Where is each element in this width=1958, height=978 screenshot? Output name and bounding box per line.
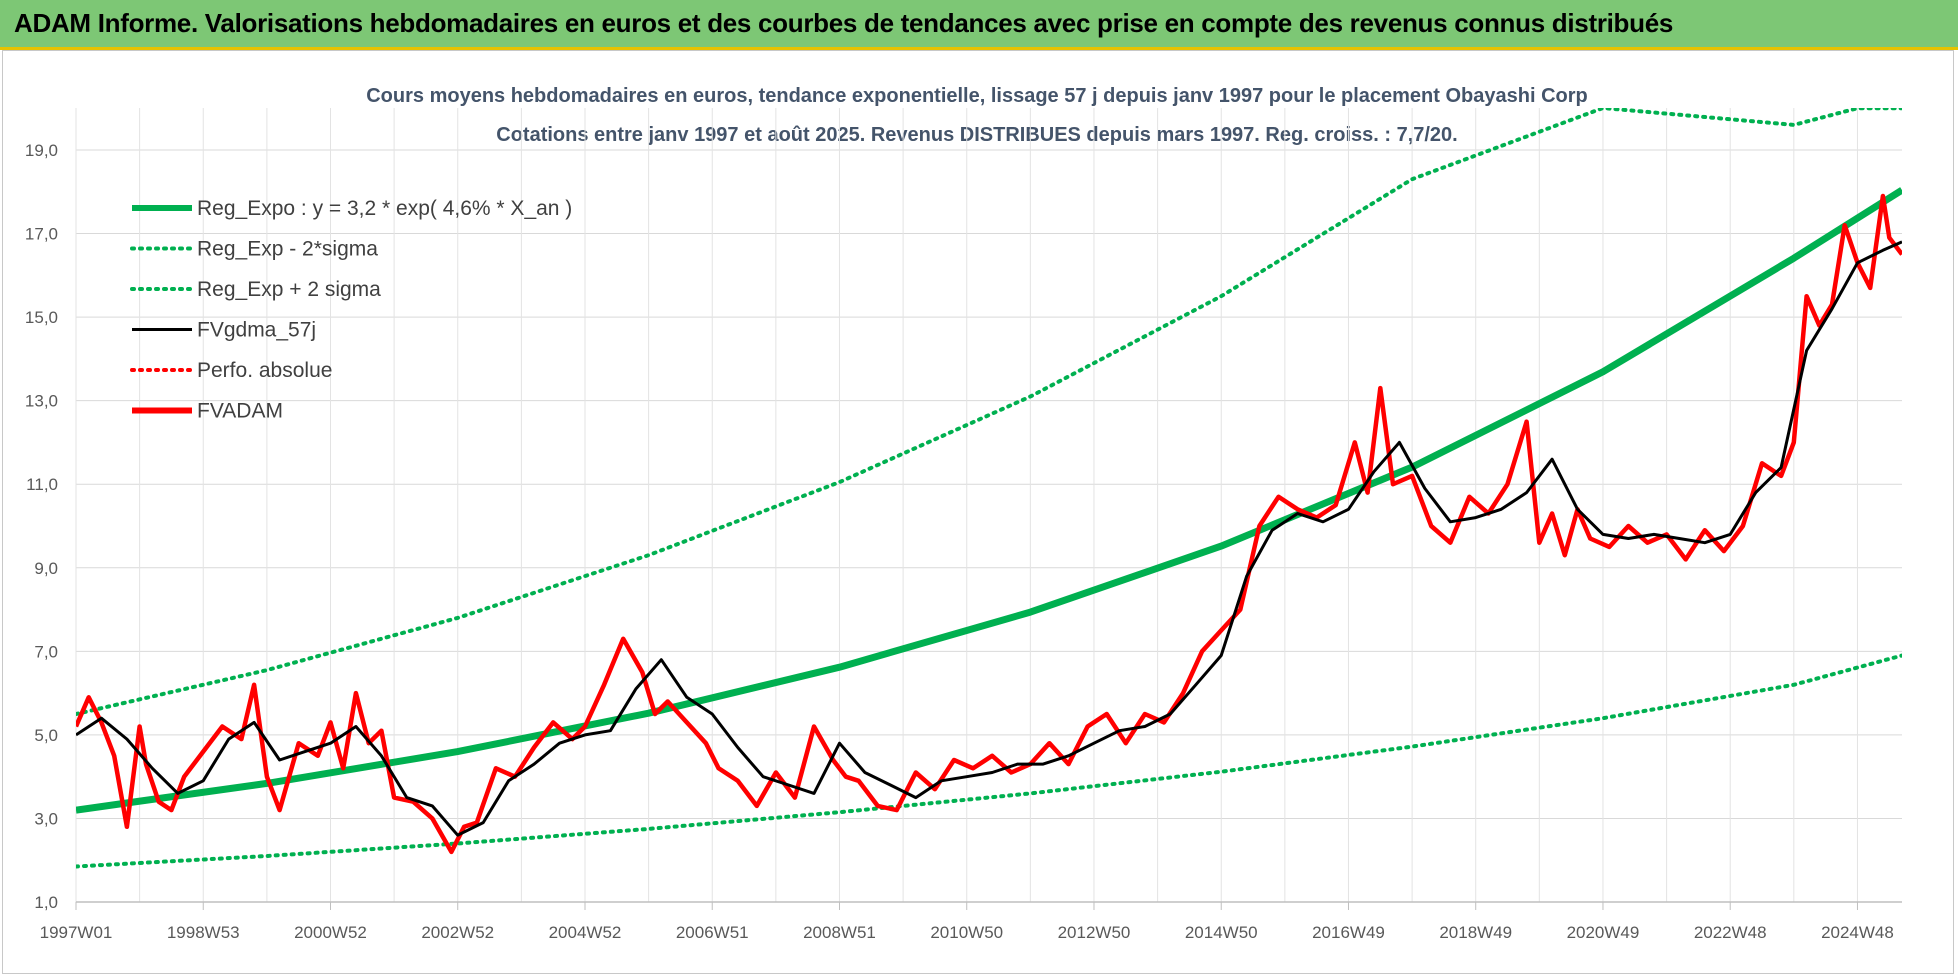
x-tick-label: 2002W52 bbox=[421, 923, 494, 942]
x-tick-label: 2010W50 bbox=[930, 923, 1003, 942]
legend: Reg_Expo : y = 3,2 * exp( 4,6% * X_an ) R… bbox=[130, 197, 572, 423]
x-tick-label: 2020W49 bbox=[1567, 923, 1640, 942]
chart-subtitle: Cotations entre janv 1997 et août 2025. … bbox=[496, 124, 1457, 146]
x-tick-label: 2014W50 bbox=[1185, 923, 1258, 942]
legend-label-2: Reg_Exp + 2 sigma bbox=[197, 278, 381, 301]
plot-area bbox=[76, 108, 1902, 869]
x-axis: 1997W01 1998W53 2000W52 2002W52 2004W52 2006W… bbox=[40, 902, 1894, 942]
y-axis: 1,0 3,0 5,0 7,0 9,0 11,0 13,0 15,0 17,0 19,0 bbox=[25, 141, 58, 912]
legend-label-5: FVADAM bbox=[197, 400, 283, 423]
y-tick-label: 9,0 bbox=[34, 559, 58, 578]
legend-label-0: Reg_Expo : y = 3,2 * exp( 4,6% * X_an ) bbox=[197, 197, 572, 220]
y-tick-label: 5,0 bbox=[34, 726, 58, 745]
x-tick-label: 2004W52 bbox=[549, 923, 622, 942]
series-line-1 bbox=[76, 653, 1902, 869]
x-tick-label: 1998W53 bbox=[167, 923, 240, 942]
report-title: ADAM Informe. Valorisations hebdomadaire… bbox=[14, 8, 1674, 38]
x-tick-label: 2000W52 bbox=[294, 923, 367, 942]
x-tick-label: 2008W51 bbox=[803, 923, 876, 942]
x-tick-label: 2024W48 bbox=[1821, 923, 1894, 942]
x-tick-label: 2018W49 bbox=[1439, 923, 1512, 942]
series-line-2 bbox=[76, 108, 1902, 716]
legend-label-1: Reg_Exp - 2*sigma bbox=[197, 238, 378, 261]
chart-grid bbox=[75, 108, 1902, 903]
y-tick-label: 3,0 bbox=[34, 809, 58, 828]
x-tick-label: 2016W49 bbox=[1312, 923, 1385, 942]
report-banner: ADAM Informe. Valorisations hebdomadaire… bbox=[0, 0, 1958, 50]
x-tick-label: 2012W50 bbox=[1058, 923, 1131, 942]
legend-label-3: FVgdma_57j bbox=[197, 319, 316, 342]
legend-label-4: Perfo. absolue bbox=[197, 359, 332, 382]
x-tick-label: 1997W01 bbox=[40, 923, 113, 942]
y-tick-label: 11,0 bbox=[26, 475, 58, 494]
series-line-0 bbox=[76, 187, 1902, 814]
y-tick-label: 7,0 bbox=[34, 642, 58, 661]
x-tick-label: 2022W48 bbox=[1694, 923, 1767, 942]
y-tick-label: 17,0 bbox=[25, 225, 58, 244]
y-tick-label: 15,0 bbox=[25, 308, 58, 327]
series-line-3 bbox=[76, 240, 1902, 837]
chart-title: Cours moyens hebdomadaires en euros, ten… bbox=[366, 85, 1588, 107]
y-tick-label: 1,0 bbox=[34, 893, 58, 912]
y-tick-label: 13,0 bbox=[25, 392, 58, 411]
chart-frame bbox=[2, 50, 1954, 974]
x-tick-label: 2006W51 bbox=[676, 923, 749, 942]
y-tick-label: 19,0 bbox=[25, 141, 58, 160]
